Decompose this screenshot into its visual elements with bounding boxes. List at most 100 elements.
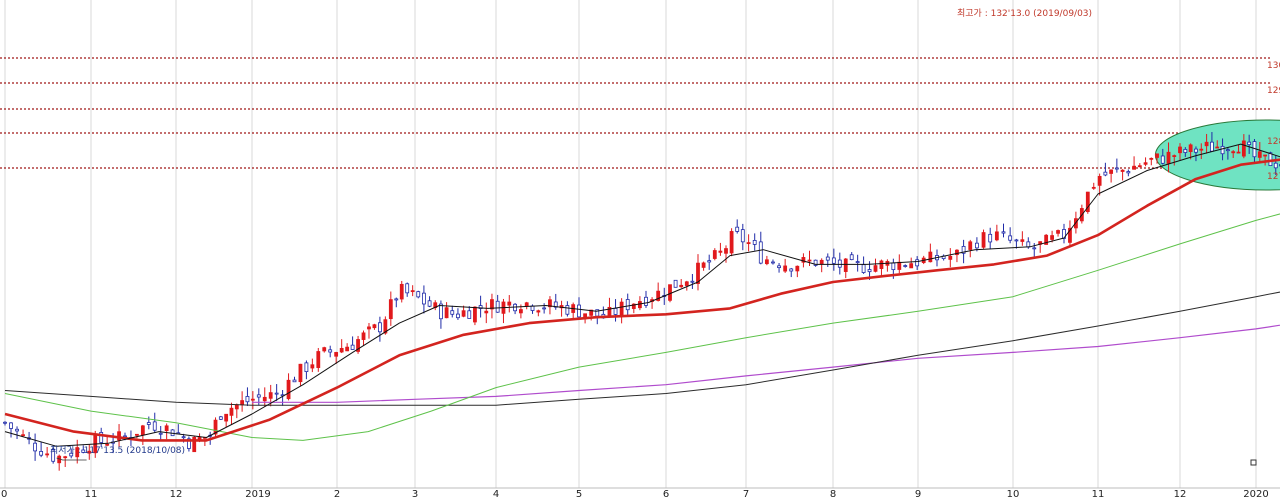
candle-body bbox=[140, 425, 145, 436]
candle-body bbox=[105, 443, 110, 446]
candle-body bbox=[589, 309, 594, 316]
candle-body bbox=[928, 251, 933, 263]
candle-body bbox=[701, 262, 706, 268]
candle-body bbox=[1114, 167, 1119, 170]
candle-body bbox=[218, 416, 223, 420]
candle-body bbox=[1268, 152, 1273, 166]
candle-body bbox=[1044, 234, 1049, 245]
candle-body bbox=[771, 261, 775, 264]
candle-body bbox=[81, 449, 86, 453]
candle-body bbox=[1132, 165, 1136, 170]
candle-body bbox=[99, 432, 104, 443]
candle-body bbox=[356, 339, 360, 352]
candle-body bbox=[758, 241, 763, 264]
candle-body bbox=[298, 363, 303, 383]
candle-body bbox=[256, 394, 261, 398]
candle-body bbox=[1194, 148, 1198, 153]
candle-body bbox=[164, 425, 169, 432]
candle-body bbox=[867, 269, 872, 273]
x-tick-label: 6 bbox=[663, 489, 669, 499]
candle-body bbox=[310, 364, 315, 369]
candle-body bbox=[117, 431, 121, 441]
candle-body bbox=[1032, 247, 1037, 250]
x-tick-label: 3 bbox=[412, 489, 418, 499]
scroll-marker[interactable] bbox=[1250, 459, 1257, 466]
candle-body bbox=[861, 264, 866, 273]
x-tick-label: 2020 bbox=[1243, 489, 1268, 499]
candle-body bbox=[388, 299, 393, 320]
candle-body bbox=[15, 428, 19, 432]
candle-body bbox=[372, 324, 377, 329]
candle-body bbox=[843, 258, 848, 272]
candle-body bbox=[740, 229, 745, 243]
candle-body bbox=[948, 255, 953, 260]
candle-body bbox=[1109, 169, 1114, 174]
candle-body bbox=[752, 240, 757, 245]
candle-body bbox=[495, 300, 500, 313]
candle-body bbox=[673, 279, 678, 288]
candle-body bbox=[192, 436, 197, 453]
candle-body bbox=[873, 265, 878, 272]
candle-body bbox=[328, 349, 333, 353]
candle-body bbox=[1026, 241, 1031, 248]
candle-body bbox=[473, 306, 477, 323]
candle-body bbox=[274, 392, 279, 395]
candle-body bbox=[361, 332, 366, 340]
candle-body bbox=[789, 268, 794, 272]
moving-average-lines bbox=[4, 143, 1280, 447]
candle-body bbox=[1068, 227, 1072, 243]
candle-body bbox=[1126, 171, 1131, 174]
candle-body bbox=[1091, 186, 1096, 189]
high-price-label: 최고가 : 132'13.0 (2019/09/03) bbox=[957, 8, 1092, 19]
candle-body bbox=[729, 231, 734, 254]
x-tick-label: 12 bbox=[1174, 489, 1187, 499]
candle-body bbox=[981, 232, 986, 248]
candle-body bbox=[461, 310, 466, 317]
candle-body bbox=[783, 265, 788, 272]
candle-body bbox=[444, 307, 449, 319]
y-tick-label: 127 bbox=[1267, 172, 1280, 182]
candle-body bbox=[801, 257, 806, 263]
candle-body bbox=[245, 396, 250, 403]
ma-thin-black-line bbox=[4, 143, 1280, 447]
x-tick-label: 4 bbox=[493, 489, 499, 499]
candle-body bbox=[134, 433, 139, 436]
candle-body bbox=[1143, 162, 1148, 165]
candle-body bbox=[524, 302, 529, 307]
candle-body bbox=[1199, 148, 1204, 151]
candle-body bbox=[213, 419, 218, 435]
candle-body bbox=[229, 407, 234, 416]
candle-body bbox=[968, 241, 973, 250]
candle-body bbox=[345, 346, 350, 352]
candle-body bbox=[152, 421, 157, 431]
y-axis-tick-labels: 130 129 128 127 bbox=[1267, 61, 1280, 182]
candle-body bbox=[1020, 239, 1025, 242]
candle-body bbox=[490, 299, 494, 310]
candle-body bbox=[644, 296, 648, 306]
candle-body bbox=[1231, 151, 1236, 154]
x-tick-label: 7 bbox=[743, 489, 749, 499]
candle-body bbox=[988, 233, 993, 243]
candle-body bbox=[187, 438, 191, 449]
candle-body bbox=[45, 453, 50, 456]
candle-body bbox=[450, 310, 455, 315]
candle-body bbox=[679, 284, 684, 288]
x-tick-label: 0 bbox=[1, 489, 7, 499]
candle-body bbox=[1236, 151, 1241, 154]
candle-body bbox=[377, 322, 382, 333]
low-leader-line bbox=[56, 457, 87, 461]
candle-body bbox=[1137, 165, 1142, 168]
candle-body bbox=[855, 261, 860, 263]
candle-body bbox=[819, 259, 824, 265]
candle-body bbox=[383, 319, 388, 334]
candle-body bbox=[240, 400, 245, 406]
candle-body bbox=[813, 259, 818, 266]
x-tick-label: 2 bbox=[334, 489, 340, 499]
candle-body bbox=[1183, 149, 1188, 153]
candle-body bbox=[1241, 140, 1246, 157]
candle-body bbox=[1172, 155, 1177, 157]
x-tick-label: 8 bbox=[830, 489, 836, 499]
y-tick-label: 130 bbox=[1267, 61, 1280, 71]
candle-body bbox=[1149, 157, 1154, 160]
candle-body bbox=[350, 344, 355, 350]
